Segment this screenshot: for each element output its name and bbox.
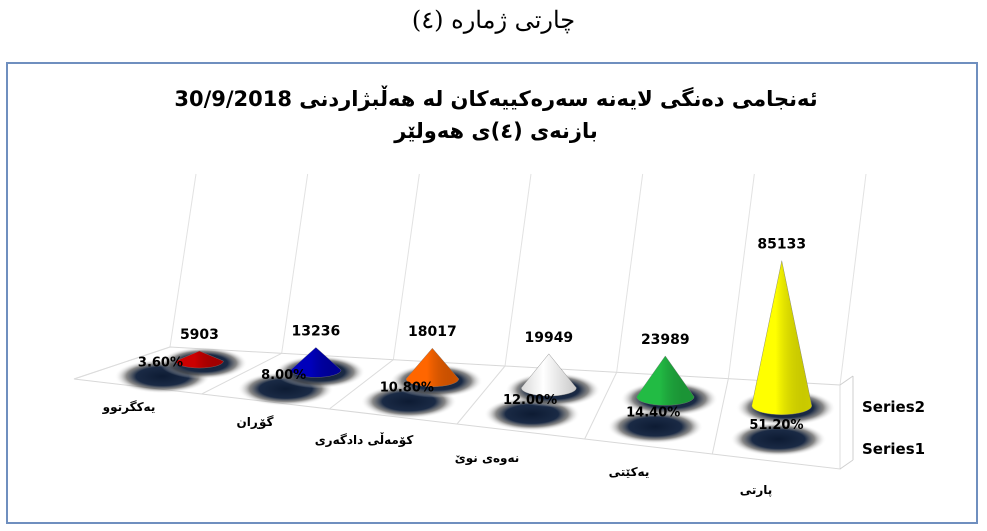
floor-divider [584,372,618,440]
series1-data-label: 3.60% [138,355,183,370]
series2-cone-shade [521,353,577,397]
series1-marker [730,422,827,457]
side-edge [839,375,854,386]
grid-vertical [616,173,644,373]
series1-axis-label: Series1 [862,440,925,458]
series2-cone-shade [175,350,224,369]
series2-cone-shade [636,355,695,406]
category-label: گۆڕان [236,415,273,430]
series2-data-label: 5903 [180,327,219,343]
chart-title-line2: بازنەی (٤)ی هەولێر [393,119,598,143]
chart-frame: ئەنجامی دەنگی لایەنە سەرەکییەکان لە هەڵب… [6,62,978,524]
grid-vertical [392,173,420,360]
series2-cone-shade [405,347,459,387]
series1-data-label: 51.20% [749,418,803,433]
grid-vertical [281,173,309,354]
category-label: یەکێتی [609,465,650,479]
series2-data-label: 18017 [408,324,457,340]
series1-data-label: 10.80% [380,380,434,395]
series1-marker [607,409,704,444]
series2-data-label: 19949 [524,330,573,346]
series1-data-label: 8.00% [261,368,306,383]
floor-divider [456,365,506,425]
series1-data-label: 12.00% [503,393,557,408]
series1-data-label: 14.40% [626,406,680,421]
category-label: نەوەی نوێ [455,451,520,466]
series2-cone-shade [751,260,812,415]
label-layer: 3.60% 8.00% 10.80% 12.00% 14.40% 51.20% 5903 13… [102,237,925,497]
grid-vertical [727,173,755,379]
grid-vertical [839,173,867,386]
grid-vertical [504,173,532,367]
series2-data-label: 23989 [641,332,690,348]
category-label: پارتی [740,483,773,497]
grid-layer [73,173,867,470]
side-edge [839,459,854,470]
category-label: کۆمەڵی دادگەری [315,432,414,448]
floor-divider [711,378,729,455]
category-label: یەکگرتوو [102,400,156,415]
floor-divider [73,346,171,380]
floor-divider [201,352,282,395]
chart-svg: ئەنجامی دەنگی لایەنە سەرەکییەکان لە هەڵب… [73,85,925,497]
floor-divider [329,359,394,410]
series2-data-label: 85133 [757,237,806,253]
series2-cone-shade [290,347,342,378]
chart-title-line1: ئەنجامی دەنگی لایەنە سەرەکییەکان لە هەڵب… [174,85,817,111]
page-caption: چارتی ژمارە (٤) [411,6,576,34]
series2-axis-label: Series2 [862,398,925,416]
series2-data-label: 13236 [292,323,341,339]
grid-vertical [169,173,197,348]
cone-layer [175,260,812,415]
